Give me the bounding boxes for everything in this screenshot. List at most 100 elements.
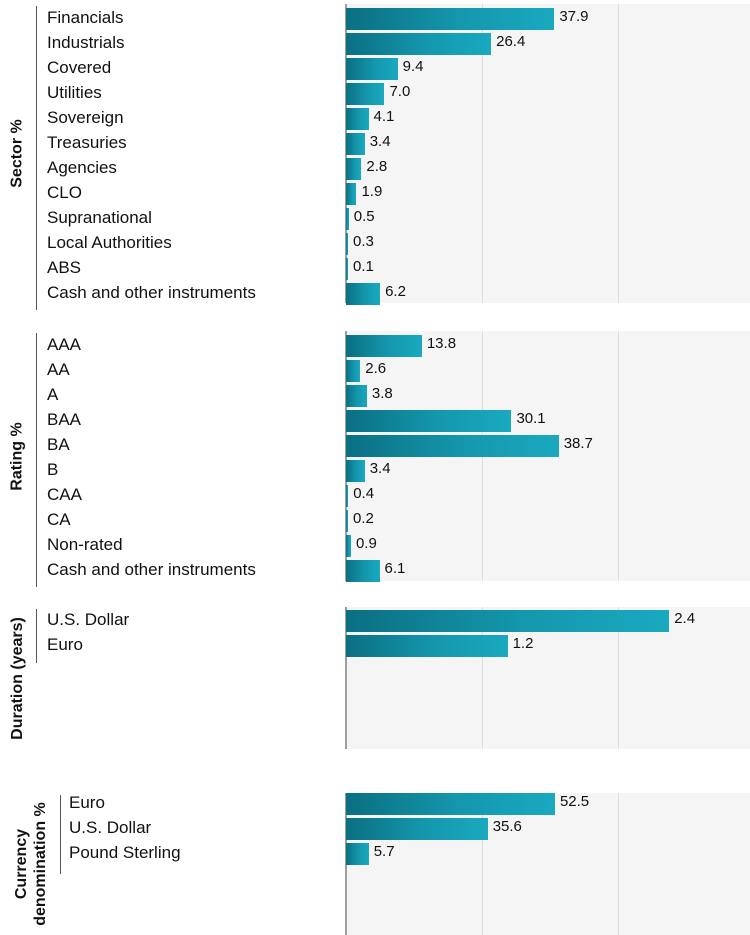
category-label: Cash and other instruments bbox=[47, 283, 256, 302]
category-label: CA bbox=[47, 510, 71, 529]
data-label: 3.4 bbox=[369, 460, 391, 477]
bar bbox=[346, 233, 348, 255]
bar bbox=[346, 108, 369, 130]
category-label: ABS bbox=[47, 258, 82, 277]
data-label: 7.0 bbox=[389, 83, 411, 100]
data-label: 3.4 bbox=[369, 133, 391, 150]
category-label: Financials bbox=[47, 8, 124, 27]
gridline bbox=[618, 331, 619, 581]
data-label: 30.1 bbox=[516, 410, 546, 427]
data-label: 35.6 bbox=[492, 818, 522, 835]
bar bbox=[346, 510, 348, 532]
chart-title: Currency denomination % bbox=[0, 793, 62, 935]
bar bbox=[346, 183, 357, 205]
category-label: Cash and other instruments bbox=[47, 560, 256, 579]
title-divider bbox=[60, 795, 61, 874]
data-label: 13.8 bbox=[426, 335, 457, 352]
bar bbox=[346, 535, 351, 557]
data-label: 0.9 bbox=[355, 535, 377, 552]
data-label: 3.8 bbox=[371, 385, 393, 402]
category-label: Agencies bbox=[47, 158, 117, 177]
title-divider bbox=[36, 609, 37, 663]
bar bbox=[346, 8, 555, 30]
data-label: 1.9 bbox=[361, 183, 383, 200]
bar bbox=[346, 818, 488, 840]
title-divider bbox=[36, 6, 37, 310]
category-label: Euro bbox=[47, 635, 83, 654]
data-label: 6.1 bbox=[384, 560, 406, 577]
data-label: 2.8 bbox=[366, 158, 388, 175]
bar bbox=[346, 258, 348, 280]
category-label: AAA bbox=[47, 335, 82, 354]
category-label: Covered bbox=[47, 58, 112, 77]
data-label: 0.5 bbox=[353, 208, 375, 225]
data-label: 5.7 bbox=[373, 843, 395, 860]
bar bbox=[346, 560, 380, 582]
category-label: Treasuries bbox=[47, 133, 127, 152]
category-label: Sovereign bbox=[47, 108, 124, 127]
bar bbox=[346, 460, 365, 482]
gridline bbox=[482, 793, 483, 935]
category-label: BAA bbox=[47, 410, 82, 429]
bar bbox=[346, 485, 349, 507]
category-label: Pound Sterling bbox=[69, 843, 181, 862]
bar bbox=[346, 83, 385, 105]
category-label: Utilities bbox=[47, 83, 102, 102]
data-label: 0.2 bbox=[353, 510, 374, 527]
data-label: 0.1 bbox=[353, 258, 374, 275]
data-label: 37.9 bbox=[559, 8, 589, 25]
y-axis-line bbox=[345, 607, 347, 749]
data-label: 1.2 bbox=[512, 635, 534, 652]
chart-title-text: Currency denomination % bbox=[13, 802, 49, 926]
bar bbox=[346, 385, 367, 407]
category-label: Euro bbox=[69, 793, 105, 812]
title-divider bbox=[36, 333, 37, 587]
data-label: 2.6 bbox=[365, 360, 387, 377]
bar bbox=[346, 793, 555, 815]
data-label: 26.4 bbox=[496, 33, 526, 50]
category-label: CAA bbox=[47, 485, 82, 504]
category-label: AA bbox=[47, 360, 70, 379]
bar bbox=[346, 635, 508, 657]
gridline bbox=[618, 793, 619, 935]
bar bbox=[346, 410, 512, 432]
data-label: 0.3 bbox=[353, 233, 374, 250]
data-label: 4.1 bbox=[373, 108, 395, 125]
category-label: BA bbox=[47, 435, 70, 454]
bar bbox=[346, 33, 492, 55]
bar bbox=[346, 208, 349, 230]
gridline bbox=[482, 4, 483, 303]
bar bbox=[346, 133, 365, 155]
category-label: Non-rated bbox=[47, 535, 123, 554]
bar bbox=[346, 435, 559, 457]
category-label: Local Authorities bbox=[47, 233, 172, 252]
data-label: 0.4 bbox=[353, 485, 375, 502]
gridline bbox=[618, 4, 619, 303]
data-label: 6.2 bbox=[385, 283, 406, 300]
bar bbox=[346, 610, 670, 632]
category-label: B bbox=[47, 460, 59, 479]
bar bbox=[346, 283, 381, 305]
data-label: 52.5 bbox=[559, 793, 590, 810]
bar bbox=[346, 843, 369, 865]
category-label: Industrials bbox=[47, 33, 125, 52]
category-label: U.S. Dollar bbox=[47, 610, 130, 629]
category-label: A bbox=[47, 385, 59, 404]
bar bbox=[346, 58, 398, 80]
category-label: Supranational bbox=[47, 208, 152, 227]
category-label: U.S. Dollar bbox=[69, 818, 152, 837]
data-label: 2.4 bbox=[674, 610, 696, 627]
data-label: 38.7 bbox=[563, 435, 593, 452]
gridline bbox=[618, 607, 619, 749]
category-label: CLO bbox=[47, 183, 82, 202]
bar bbox=[346, 158, 362, 180]
gridline bbox=[482, 607, 483, 749]
bar bbox=[346, 335, 422, 357]
plot-background bbox=[346, 793, 750, 935]
data-label: 9.4 bbox=[402, 58, 424, 75]
bar bbox=[346, 360, 361, 382]
